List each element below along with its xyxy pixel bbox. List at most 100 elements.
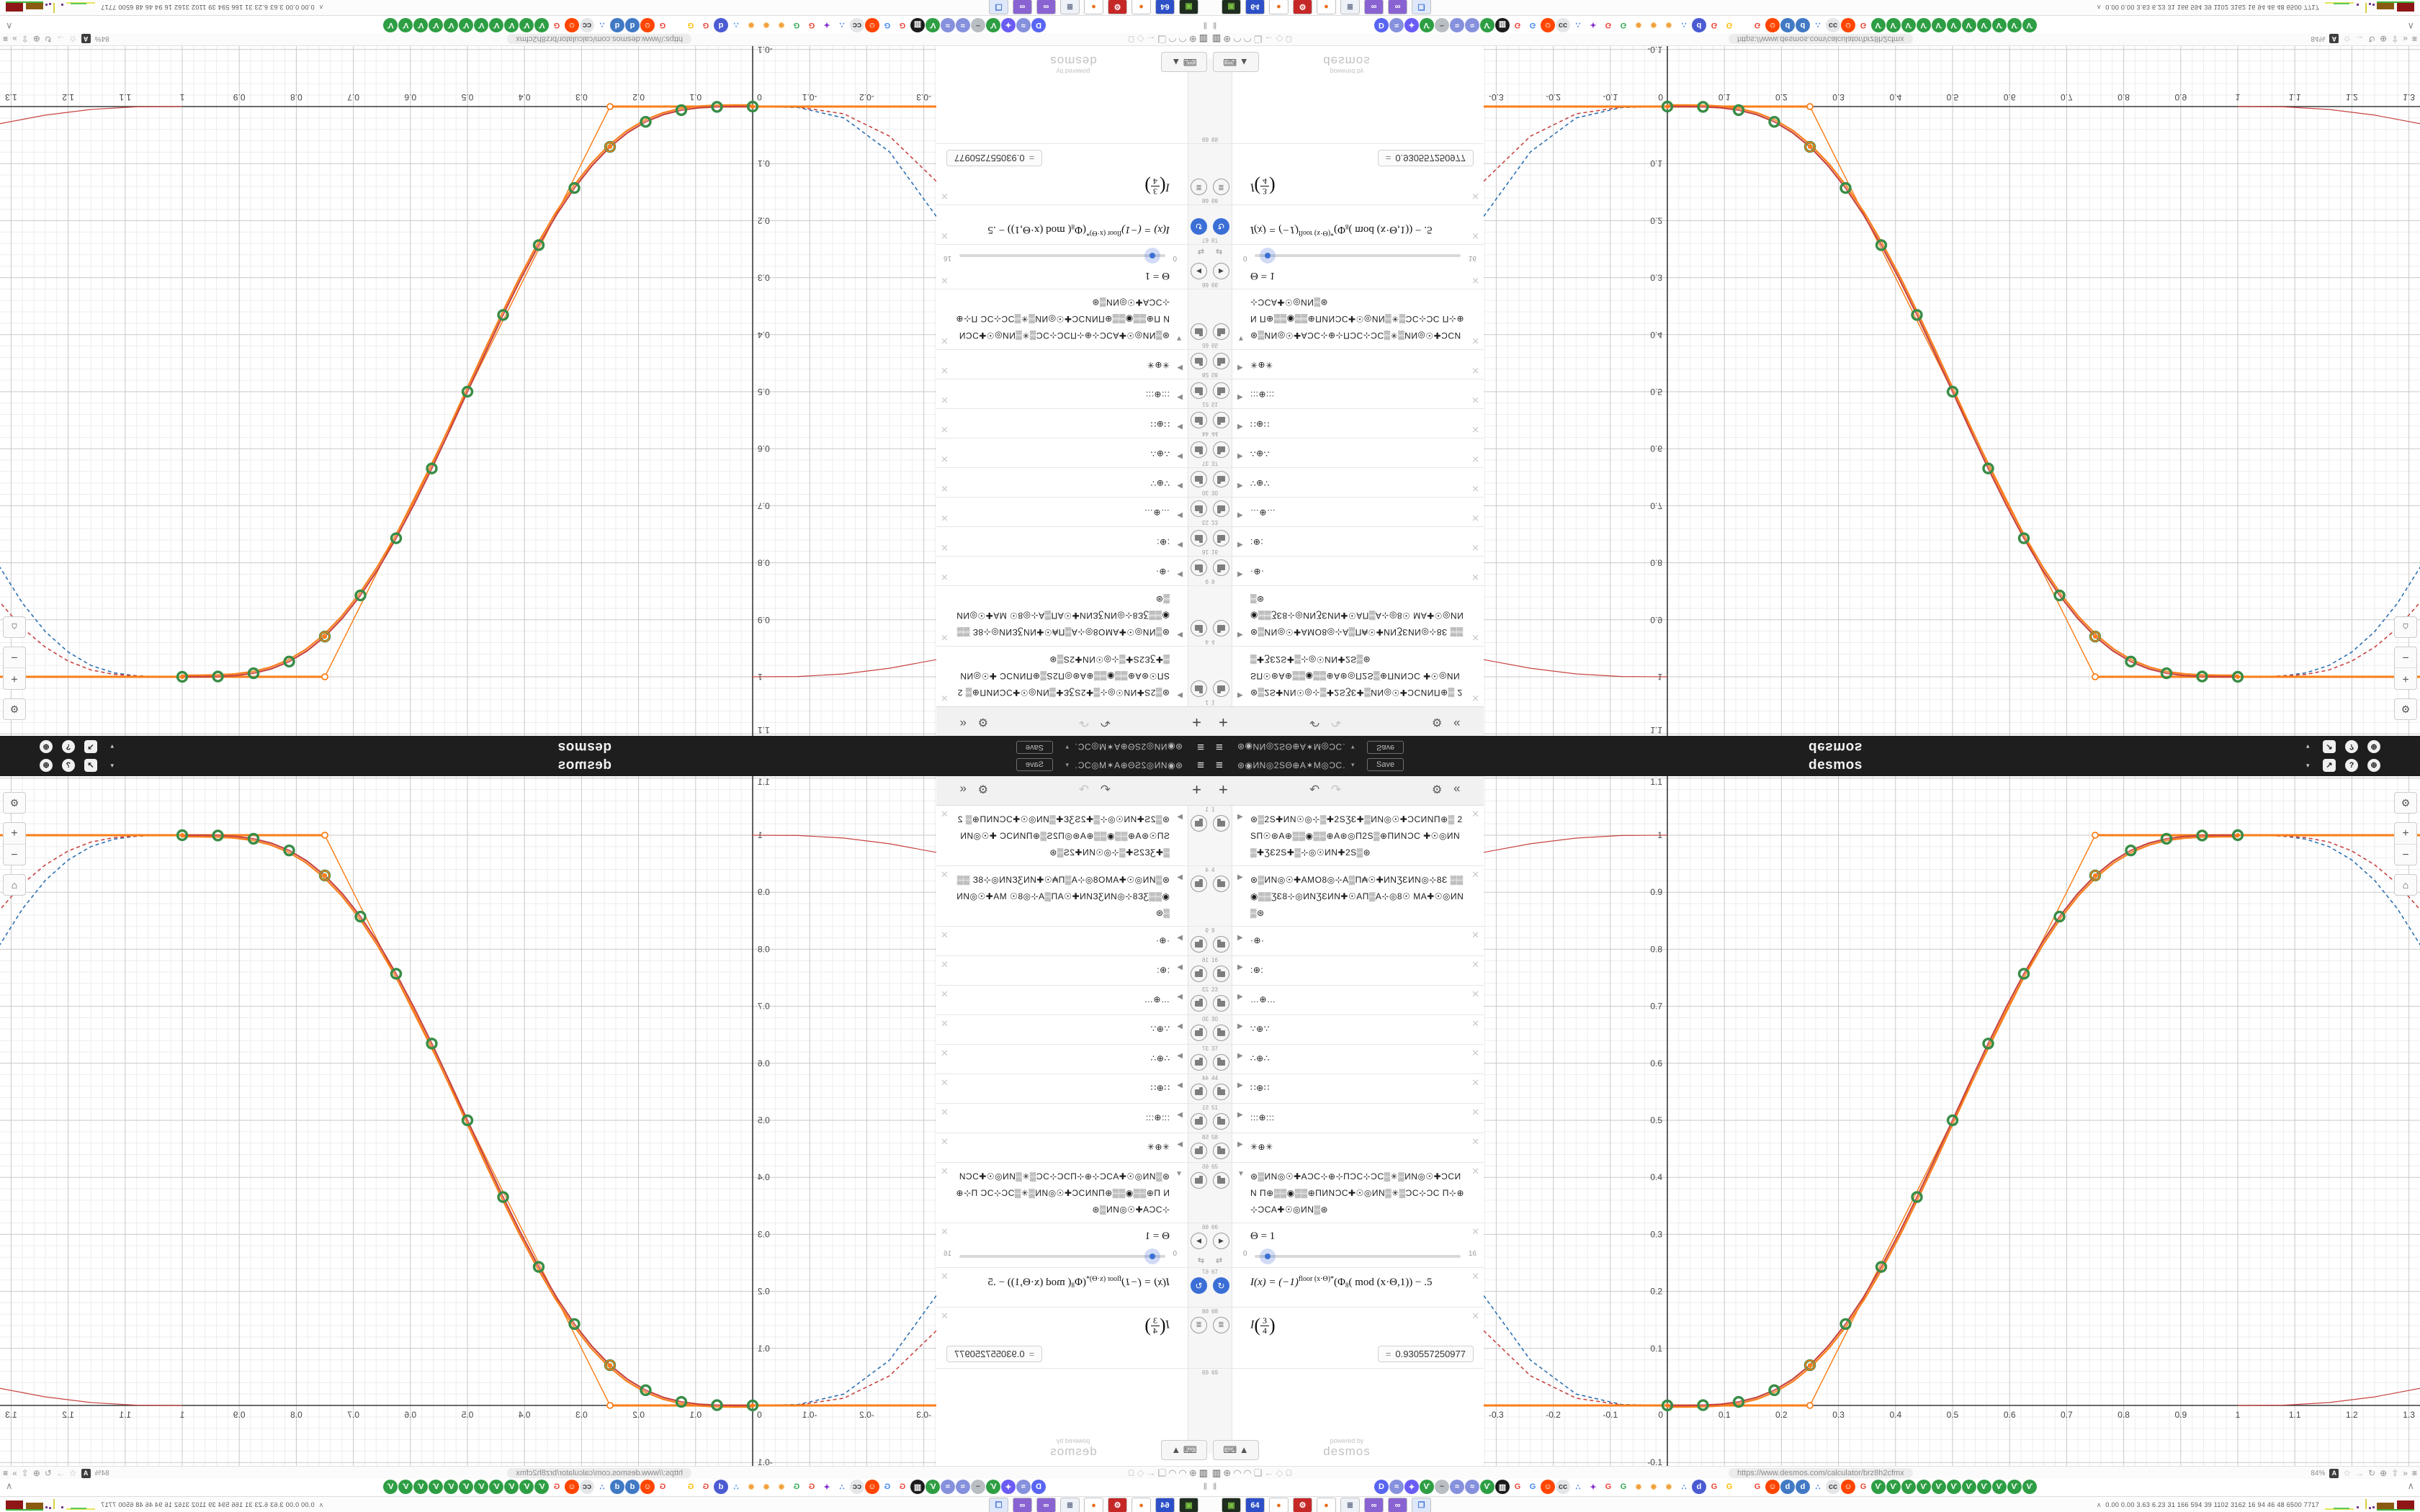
- url-bar[interactable]: https://www.desmos.com/calculator/brz8h2…: [1729, 34, 1913, 44]
- nav-right-icon-2[interactable]: ↻: [44, 1468, 52, 1478]
- graph-canvas[interactable]: -0.3 -0.2 -0.1 0 0.1 0.2 0.3 0.4 0.5 0.6 0.7 0.8 0.9…: [1483, 45, 2420, 736]
- bookmark-favicon-12[interactable]: cc: [850, 1480, 864, 1494]
- function-toggle-icon[interactable]: ↻: [1213, 1277, 1229, 1294]
- delete-expression-icon[interactable]: ✕: [941, 513, 949, 523]
- bookmark-favicon-33[interactable]: Ѵ: [534, 1480, 549, 1494]
- bookmark-favicon-21[interactable]: d: [714, 1480, 728, 1494]
- account-caret-icon[interactable]: ▾: [110, 762, 114, 769]
- folder-icon[interactable]: [1213, 1143, 1229, 1159]
- nav-left-icon-7[interactable]: Ω: [1127, 34, 1135, 45]
- edit-list-gear-icon[interactable]: ⚙: [977, 716, 988, 728]
- bookmark-favicon-7[interactable]: Ѵ: [1480, 1480, 1494, 1494]
- taskbar-app-7[interactable]: ∞: [1388, 0, 1407, 14]
- folder-icon[interactable]: [1213, 471, 1229, 487]
- expression-row-4[interactable]: 4 ▶ ⊛▒ИΝ◎☉✚AMO8◎⊹A▒Π₳☉✚ИΝƷƐИΝ◎⊹8Ɛ ▒▒◉▒▒ƷƐ8…: [936, 585, 1210, 646]
- bookmark-favicon-17[interactable]: ✹: [1631, 1480, 1646, 1494]
- bookmark-favicon-2[interactable]: ✦: [1404, 18, 1419, 32]
- nav-left-icon-2[interactable]: ◠: [1233, 34, 1242, 45]
- graph-canvas[interactable]: -0.3 -0.2 -0.1 0 0.1 0.2 0.3 0.4 0.5 0.6 0.7 0.8 0.9…: [0, 45, 937, 736]
- bookmark-favicon-37[interactable]: Ѵ: [1932, 18, 1946, 32]
- taskbar-app-3[interactable]: ⚙: [1108, 0, 1127, 14]
- folder-icon[interactable]: [1213, 1084, 1229, 1100]
- folder-caret-icon[interactable]: ▶: [1177, 691, 1183, 699]
- zoom-in-button[interactable]: +: [2395, 667, 2416, 689]
- desmos-logo[interactable]: desmos: [1809, 757, 1863, 773]
- taskbar-app-5[interactable]: ≣: [1340, 1498, 1360, 1512]
- bookmark-favicon-12[interactable]: cc: [850, 18, 864, 32]
- expression-row-1[interactable]: 1 ▶ ⊛▒2S✚ИΝ☉◎⊹▒✚2SƷƐ✚▒ИΝ◎☉✚ƆCИΝΠ⊕▒ 2SΠ☉⊛A⊕…: [1210, 806, 1484, 866]
- bookmark-favicon-16[interactable]: G: [789, 18, 804, 32]
- bookmark-favicon-31[interactable]: ☺: [1841, 18, 1855, 32]
- expression-row-9[interactable]: 9 ▶ ·⊕· ✕: [936, 927, 1210, 956]
- bookmark-favicon-4[interactable]: ~: [971, 18, 985, 32]
- bookmark-favicon-6[interactable]: ≈: [941, 1480, 955, 1494]
- folder-icon[interactable]: [1213, 1172, 1229, 1189]
- bookmark-favicon-9[interactable]: G: [1510, 1480, 1525, 1494]
- expression-row-58[interactable]: 58 ▶ ✳⊕✳ ✕: [1210, 1133, 1484, 1163]
- bookmark-favicon-40[interactable]: Ѵ: [429, 1480, 443, 1494]
- bookmark-favicon-10[interactable]: G: [880, 1480, 895, 1494]
- bookmark-favicon-42[interactable]: Ѵ: [398, 1480, 413, 1494]
- bookmark-favicon-32[interactable]: G: [550, 1480, 564, 1494]
- delete-expression-icon[interactable]: ✕: [1471, 275, 1479, 286]
- bookmark-favicon-9[interactable]: G: [895, 1480, 910, 1494]
- bookmark-favicon-1[interactable]: ≈: [1016, 1480, 1031, 1494]
- bookmark-favicon-9[interactable]: G: [1510, 18, 1525, 32]
- share-icon[interactable]: ↗: [2323, 740, 2336, 753]
- collapse-panel-button[interactable]: «: [1453, 717, 1461, 731]
- bookmark-favicon-23[interactable]: G: [684, 1480, 698, 1494]
- bookmark-favicon-18[interactable]: ✹: [759, 18, 774, 32]
- nav-right-icon-6[interactable]: ≡: [3, 34, 9, 44]
- folder-caret-icon[interactable]: ▶: [1177, 631, 1183, 639]
- bookmark-favicon-21[interactable]: d: [1692, 1480, 1706, 1494]
- folder-icon[interactable]: [1191, 500, 1207, 517]
- bookmark-favicon-18[interactable]: ✹: [1646, 1480, 1661, 1494]
- expression-row-65[interactable]: 65 ▼ ⊛▒ИΝ◎☉✚AƆC⊹⊕⊹ΠƆC⊹ƆC▒✳▒ИΝ◎☉✚ƆCИΝ Π⊕▒▒◉…: [936, 1163, 1210, 1223]
- title-caret-icon[interactable]: ▾: [1065, 744, 1069, 751]
- bookmark-favicon-26[interactable]: ☺: [640, 1480, 655, 1494]
- title-caret-icon[interactable]: ▾: [1351, 744, 1355, 751]
- folder-icon[interactable]: [1213, 876, 1229, 892]
- delete-expression-icon[interactable]: ✕: [1471, 1018, 1479, 1029]
- delete-expression-icon[interactable]: ✕: [941, 1107, 949, 1117]
- taskbar-app-8[interactable]: ❐: [989, 0, 1008, 14]
- expression-row-1[interactable]: 1 ▶ ⊛▒2S✚ИΝ☉◎⊹▒✚2SƷƐ✚▒ИΝ◎☉✚ƆCИΝΠ⊕▒ 2SΠ☉⊛A⊕…: [1210, 646, 1484, 706]
- nav-left-icon-1[interactable]: ⊕: [1223, 34, 1232, 45]
- bookmark-favicon-33[interactable]: Ѵ: [1871, 18, 1886, 32]
- bookmark-favicon-5[interactable]: ≈: [956, 1480, 970, 1494]
- folder-icon[interactable]: [1191, 966, 1207, 982]
- bookmark-favicon-43[interactable]: Ѵ: [383, 1480, 398, 1494]
- folder-caret-icon[interactable]: ▶: [1237, 570, 1243, 578]
- play-icon[interactable]: ▶: [1191, 1233, 1207, 1249]
- expression-row-23[interactable]: 23 ▶ …⊕… ✕: [936, 986, 1210, 1015]
- nav-right-icon-3[interactable]: ⊕: [2380, 34, 2388, 44]
- account-caret-icon[interactable]: ▾: [2306, 743, 2310, 750]
- folder-icon[interactable]: [1213, 382, 1229, 399]
- undo-button[interactable]: ↶: [1309, 716, 1320, 729]
- expression-row-30[interactable]: 30 ▶ ∵⊕∵ ✕: [1210, 467, 1484, 497]
- collapse-panel-button[interactable]: «: [959, 781, 967, 795]
- delete-expression-icon[interactable]: ✕: [1471, 454, 1479, 464]
- taskbar-app-0[interactable]: ▣: [1179, 1498, 1198, 1512]
- taskbar-app-7[interactable]: ∞: [1388, 1498, 1407, 1512]
- graph-settings-wrench-button[interactable]: ⚙: [2394, 698, 2417, 720]
- folder-icon[interactable]: [1191, 1084, 1207, 1100]
- folder-icon[interactable]: [1213, 815, 1229, 832]
- delete-expression-icon[interactable]: ✕: [941, 1018, 949, 1029]
- bookmark-favicon-27[interactable]: d: [1780, 18, 1795, 32]
- bookmark-favicon-35[interactable]: Ѵ: [504, 1480, 519, 1494]
- taskbar-app-4[interactable]: ●: [1317, 0, 1336, 14]
- bookmark-favicon-14[interactable]: ✦: [1586, 18, 1600, 32]
- bookmark-favicon-11[interactable]: ☺: [865, 18, 879, 32]
- bookmark-favicon-28[interactable]: d: [610, 1480, 624, 1494]
- expression-row-9[interactable]: 9 ▶ ·⊕· ✕: [1210, 927, 1484, 956]
- expression-row-58[interactable]: 58 ▶ ✳⊕✳ ✕: [1210, 349, 1484, 379]
- nav-left-icon-0[interactable]: ▥: [1198, 34, 1208, 45]
- folder-icon[interactable]: [1191, 1113, 1207, 1130]
- slider-latex[interactable]: Θ = 1: [1250, 1230, 1276, 1242]
- bookmark-favicon-19[interactable]: ✹: [1662, 1480, 1676, 1494]
- expression-row-44[interactable]: 44 ▶ ∷⊕∷ ✕: [1210, 408, 1484, 438]
- folder-icon[interactable]: [1191, 471, 1207, 487]
- help-icon[interactable]: ?: [62, 740, 75, 753]
- slider-track[interactable]: [1255, 1248, 1461, 1264]
